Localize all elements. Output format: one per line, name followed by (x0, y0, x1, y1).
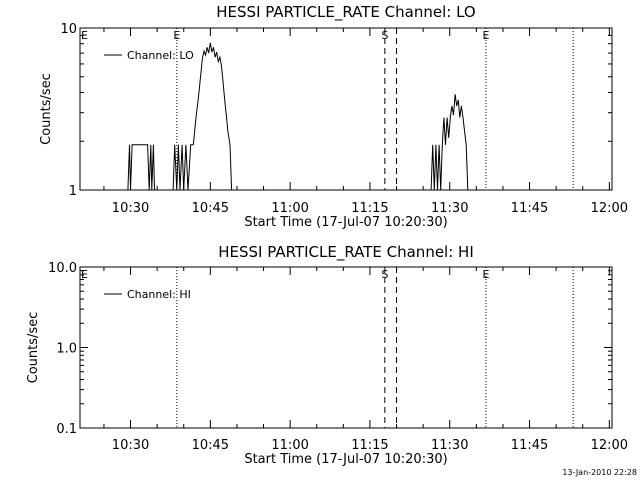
x-tick-label: 11:30 (431, 201, 468, 216)
x-tick-label: 10:30 (112, 201, 149, 216)
hi-channel-panel: HESSI PARTICLE_RATE Channel: HI 10:30 10:4… (26, 243, 628, 467)
y-axis-label: Counts/sec (26, 312, 41, 384)
chart-title: HESSI PARTICLE_RATE Channel: LO (216, 3, 475, 22)
x-tick-label: 11:45 (511, 201, 548, 216)
event-label: S (381, 268, 388, 281)
event-label: S (381, 29, 388, 42)
series-line (127, 42, 469, 191)
footer-timestamp: 13-Jan-2010 22:28 (562, 468, 637, 477)
x-tick-label: 11:00 (271, 201, 308, 216)
event-label: E (173, 29, 180, 42)
y-axis-label: Counts/sec (39, 73, 54, 145)
x-tick-label: 11:30 (431, 438, 468, 453)
x-tick-label: 10:45 (192, 438, 229, 453)
x-tick-label: 10:30 (112, 438, 149, 453)
y-tick-label: 10 (60, 22, 77, 37)
x-axis-label: Start Time (17-Jul-07 10:20:30) (244, 215, 447, 230)
legend-label: Channel: LO (127, 49, 194, 62)
x-tick-label: 11:15 (351, 201, 388, 216)
event-label: E (482, 268, 489, 281)
lo-channel-panel: HESSI PARTICLE_RATE Channel: LO 10:30 10:4… (39, 3, 628, 230)
x-tick-label: 12:00 (591, 438, 628, 453)
x-tick-label: 11:45 (511, 438, 548, 453)
x-tick-label: 11:00 (271, 438, 308, 453)
x-tick-label: 11:15 (351, 438, 388, 453)
y-tick-label: 10.0 (48, 261, 77, 276)
y-tick-label: 1.0 (56, 342, 77, 357)
event-label: E (482, 29, 489, 42)
x-tick-label: 12:00 (591, 201, 628, 216)
edge-label: E (81, 268, 88, 281)
y-tick-label: 0.1 (56, 422, 77, 437)
x-tick-label: 10:45 (192, 201, 229, 216)
y-tick-label: 1 (69, 184, 77, 199)
legend-label: Channel: HI (127, 288, 191, 301)
edge-label: E (81, 29, 88, 42)
x-axis-label: Start Time (17-Jul-07 10:20:30) (244, 452, 447, 467)
chart-title: HESSI PARTICLE_RATE Channel: HI (218, 243, 474, 262)
